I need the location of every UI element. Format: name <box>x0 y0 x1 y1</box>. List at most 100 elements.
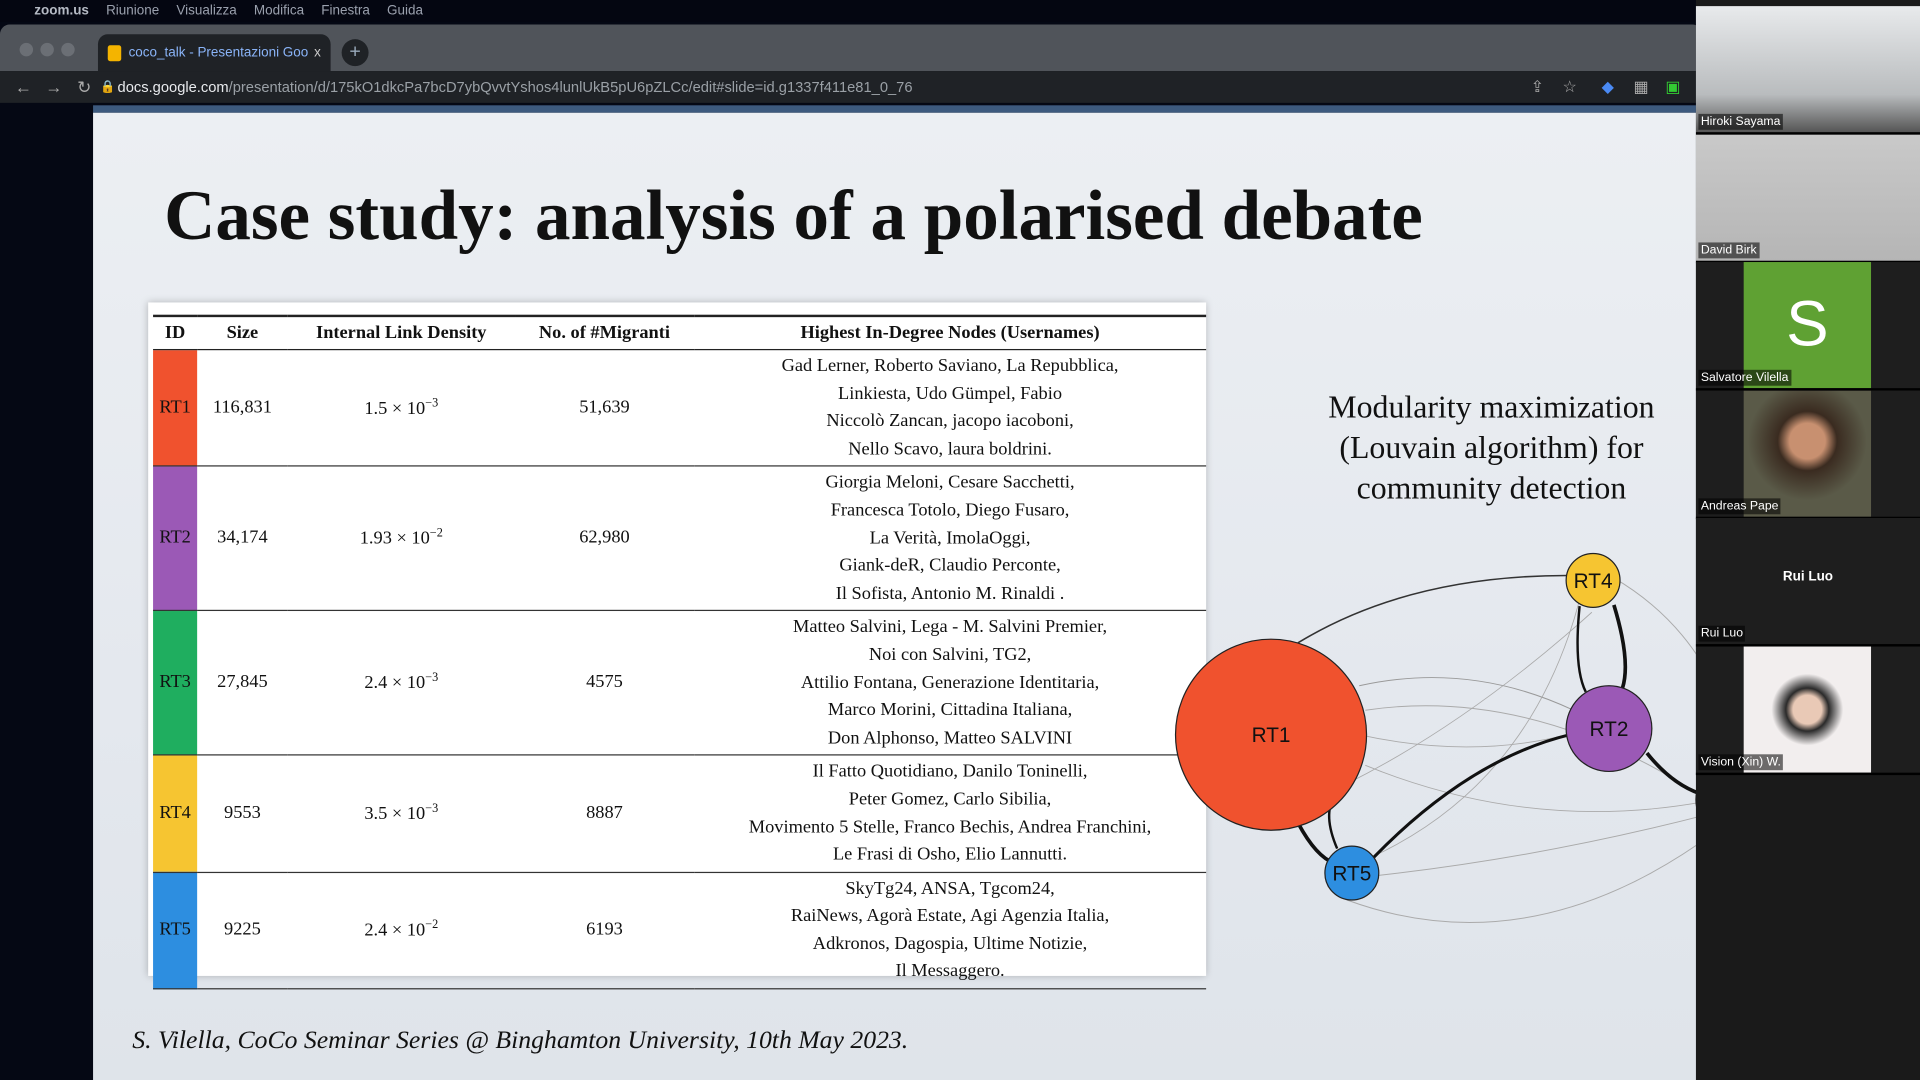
node-name: Movimento 5 Stelle, Franco Bechis, Andre… <box>748 817 1152 837</box>
browser-tab[interactable]: coco_talk - Presentazioni Goo x <box>97 34 331 72</box>
graph-edge <box>1346 832 1715 923</box>
participants-panel: Hiroki Sayama David Birk S Salvatore Vilell… <box>1695 0 1920 1080</box>
node-name: Il Sofista, Antonio M. Rinaldi . <box>835 583 1065 604</box>
slide-footer: S. Vilella, CoCo Seminar Series @ Bingha… <box>132 1024 909 1055</box>
cell-id: RT4 <box>153 755 198 873</box>
node-name: Niccolò Zancan, jacopo iacoboni, <box>826 411 1074 432</box>
menu-finestra[interactable]: Finestra <box>321 3 370 19</box>
col-id: ID <box>153 314 198 351</box>
translate-icon[interactable]: ▦ <box>1633 77 1649 96</box>
participant-name: Andreas Pape <box>1698 497 1781 514</box>
graph-edge <box>1365 705 1703 797</box>
graph-node-rt2 <box>1565 685 1653 773</box>
menu-guida[interactable]: Guida <box>387 3 424 19</box>
node-name: Le Frasi di Osho, Elio Lannutti. <box>832 845 1068 865</box>
cell-nodes: Matteo Salvini, Lega - M. Salvini Premie… <box>693 610 1207 756</box>
graph-node-label: RT4 <box>1574 570 1613 593</box>
graph-edge <box>1297 574 1568 644</box>
extension-2-icon[interactable]: ▣ <box>1665 77 1681 96</box>
participant-tile[interactable]: Vision (Xin) W. <box>1695 645 1920 775</box>
table-row: RT2 34,174 1.93 × 10−2 62,980 Giorgia Me… <box>153 466 1207 612</box>
participant-tile[interactable]: Rui Luo Rui Luo <box>1695 517 1920 647</box>
participant-tile[interactable]: David Birk <box>1695 134 1920 263</box>
cell-nodes: SkyTg24, ANSA, Tgcom24, RaiNews, Agorà Es… <box>693 872 1207 990</box>
node-name: Matteo Salvini, Lega - M. Salvini Premie… <box>793 617 1108 638</box>
cell-size: 34,174 <box>197 466 288 612</box>
cell-migranti: 51,639 <box>514 349 694 467</box>
participant-tile[interactable]: S Salvatore Vilella <box>1695 262 1920 391</box>
table-header-row: ID Size Internal Link Density No. of #Mi… <box>153 314 1207 351</box>
cell-id: RT5 <box>153 872 198 990</box>
table-row: RT5 9225 2.4 × 10−2 6193 SkyTg24, ANSA, … <box>153 872 1207 990</box>
participant-tile[interactable]: Andreas Pape <box>1695 390 1920 519</box>
community-table: ID Size Internal Link Density No. of #Mi… <box>148 302 1207 990</box>
graph-edge <box>1346 611 1593 785</box>
forward-icon[interactable]: → <box>45 77 63 97</box>
menu-app[interactable]: zoom.us <box>34 3 89 19</box>
tab-close-icon[interactable]: x <box>314 45 321 61</box>
node-name: Giank-deR, Claudio Perconte, <box>839 556 1061 576</box>
cell-id: RT3 <box>153 610 198 756</box>
slides-favicon-icon <box>107 44 122 61</box>
menu-modifica[interactable]: Modifica <box>253 3 305 19</box>
node-name: Il Fatto Quotidiano, Danilo Toninelli, <box>812 762 1088 782</box>
cell-density: 1.93 × 10−2 <box>287 466 515 612</box>
participant-video <box>1743 645 1872 773</box>
mac-menubar: zoom.us Riunione Visualizza Modifica Fin… <box>0 0 1920 23</box>
graph-edge-strong <box>1645 751 1701 796</box>
graph-edge-strong <box>1372 733 1571 859</box>
participant-name: David Birk <box>1698 241 1760 258</box>
slide-title: Case study: analysis of a polarised deba… <box>164 175 1423 255</box>
node-name: RaiNews, Agorà Estate, Agi Agenzia Itali… <box>790 906 1110 927</box>
table-row: RT1 116,831 1.5 × 10−3 51,639 Gad Lerner… <box>153 349 1207 467</box>
graph-node-rt1 <box>1174 638 1368 831</box>
graph-edge <box>1359 734 1568 748</box>
node-name: Nello Scavo, laura boldrini. <box>848 439 1052 459</box>
cell-migranti: 62,980 <box>514 466 694 612</box>
cell-size: 9225 <box>197 872 288 990</box>
cell-size: 9553 <box>197 755 288 873</box>
node-name: Adkronos, Dagospia, Ultime Notizie, <box>812 934 1088 954</box>
node-name: Peter Gomez, Carlo Sibilia, <box>848 789 1052 810</box>
table-row: RT4 9553 3.5 × 10−3 8887 Il Fatto Quotid… <box>153 755 1207 873</box>
cell-nodes: Giorgia Meloni, Cesare Sacchetti, Frances… <box>693 466 1207 612</box>
reload-icon[interactable]: ↻ <box>77 77 92 97</box>
node-name: Don Alphonso, Matteo SALVINI <box>827 728 1073 748</box>
graph-edge <box>1371 599 1581 858</box>
node-name: Giorgia Meloni, Cesare Sacchetti, <box>825 473 1075 493</box>
participant-name: Vision (Xin) W. <box>1698 753 1784 770</box>
bookmark-star-icon[interactable]: ☆ <box>1562 77 1577 96</box>
node-name: SkyTg24, ANSA, Tgcom24, <box>845 878 1055 899</box>
col-density: Internal Link Density <box>287 314 515 351</box>
menu-visualizza[interactable]: Visualizza <box>176 3 237 19</box>
browser-tab-bar: coco_talk - Presentazioni Goo x + <box>0 24 1703 72</box>
share-icon[interactable]: ⇪ <box>1530 77 1544 96</box>
menu-riunione[interactable]: Riunione <box>106 3 160 19</box>
node-name: Noi con Salvini, TG2, <box>868 645 1032 665</box>
graph-node-rt4 <box>1565 552 1621 608</box>
participant-name: Rui Luo <box>1698 625 1746 642</box>
node-name: Linkiesta, Udo Gümpel, Fabio <box>838 383 1063 404</box>
new-tab-button[interactable]: + <box>341 39 369 67</box>
extension-icon[interactable]: ◆ <box>1601 77 1614 96</box>
slide-caption: Modularity maximization (Louvain algorit… <box>1308 387 1675 508</box>
cell-nodes: Il Fatto Quotidiano, Danilo Toninelli, Pe… <box>693 755 1207 873</box>
cell-migranti: 6193 <box>514 872 694 990</box>
graph-edge-strong <box>1576 606 1587 693</box>
participant-tile[interactable]: Hiroki Sayama <box>1695 6 1920 135</box>
cell-nodes: Gad Lerner, Roberto Saviano, La Repubbli… <box>693 349 1207 467</box>
participant-name: Hiroki Sayama <box>1698 113 1783 130</box>
url-field[interactable]: docs.google.com/presentation/d/175kO1dkc… <box>117 78 913 96</box>
graph-edge-strong <box>1296 821 1336 866</box>
graph-node-label: RT2 <box>1590 718 1629 741</box>
avatar: S <box>1743 262 1872 389</box>
window-controls[interactable] <box>19 42 75 57</box>
node-name: La Verità, ImolaOggi, <box>869 528 1031 549</box>
graph-edge <box>1359 677 1574 711</box>
cell-density: 2.4 × 10−2 <box>287 872 515 990</box>
cell-migranti: 8887 <box>514 755 694 873</box>
col-nodes: Highest In-Degree Nodes (Usernames) <box>693 314 1207 351</box>
back-icon[interactable]: ← <box>14 77 32 97</box>
lock-icon: 🔒 <box>100 80 116 95</box>
